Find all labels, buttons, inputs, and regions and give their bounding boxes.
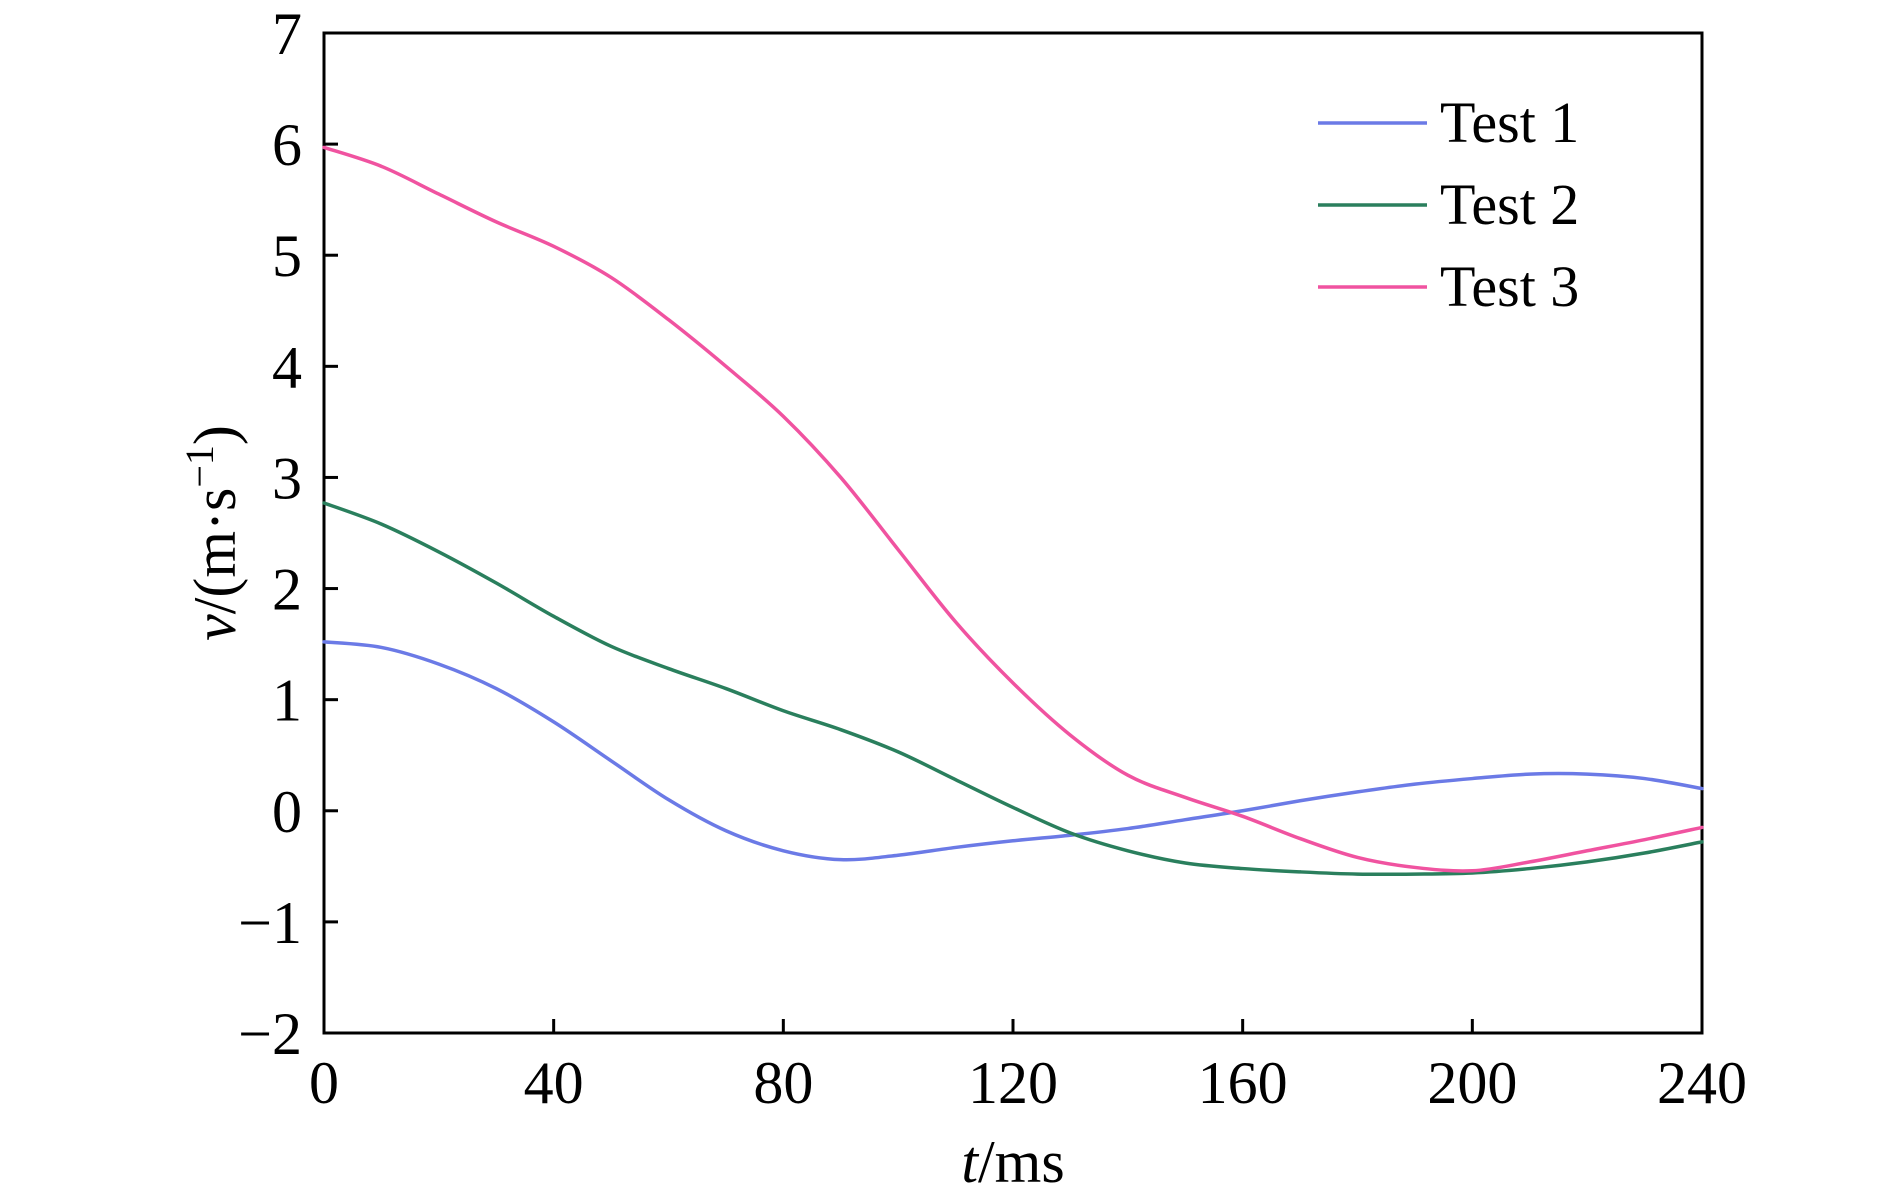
x-tick-label: 240 — [1657, 1050, 1747, 1116]
legend-label-test-3: Test 3 — [1440, 254, 1579, 319]
legend: Test 1 Test 2 Test 3 — [1318, 90, 1579, 319]
y-tick-label: 3 — [272, 445, 302, 511]
tick-labels: 0 40 80 120 160 200 240 −2 −1 0 1 2 3 4 5 6 7 — [238, 1, 1747, 1116]
x-tick-label: 80 — [753, 1050, 813, 1116]
y-axis-label: v/(m·s−1) — [177, 425, 248, 641]
x-axis-label: t/ms — [961, 1129, 1064, 1195]
y-tick-label: 5 — [272, 223, 302, 289]
x-axis-unit: /ms — [978, 1129, 1065, 1195]
x-tick-label: 0 — [309, 1050, 339, 1116]
y-axis-unit-exponent: −1 — [177, 445, 222, 488]
y-tick-label: −2 — [238, 1001, 302, 1067]
y-tick-label: 6 — [272, 112, 302, 178]
series-line-test-1 — [322, 640, 1704, 862]
y-axis-unit-close: ) — [182, 425, 248, 445]
y-tick-label: 1 — [272, 668, 302, 734]
x-tick-label: 40 — [524, 1050, 584, 1116]
y-tick-label: 7 — [272, 1, 302, 67]
y-tick-label: 2 — [272, 557, 302, 623]
y-tick-label: 4 — [272, 334, 302, 400]
y-axis-unit: /(m·s — [182, 488, 248, 615]
x-axis-variable: t — [961, 1129, 979, 1195]
axis-ticks — [322, 31, 1704, 1035]
x-tick-label: 200 — [1427, 1050, 1517, 1116]
x-tick-label: 120 — [968, 1050, 1058, 1116]
series-lines — [322, 145, 1704, 877]
y-tick-label: −1 — [238, 890, 302, 956]
y-axis-variable: v — [182, 614, 248, 641]
series-line-test-2 — [322, 501, 1704, 877]
y-tick-label: 0 — [272, 779, 302, 845]
legend-label-test-1: Test 1 — [1440, 90, 1579, 155]
x-tick-label: 160 — [1198, 1050, 1288, 1116]
series-line-test-3 — [322, 145, 1704, 873]
legend-label-test-2: Test 2 — [1440, 172, 1579, 237]
